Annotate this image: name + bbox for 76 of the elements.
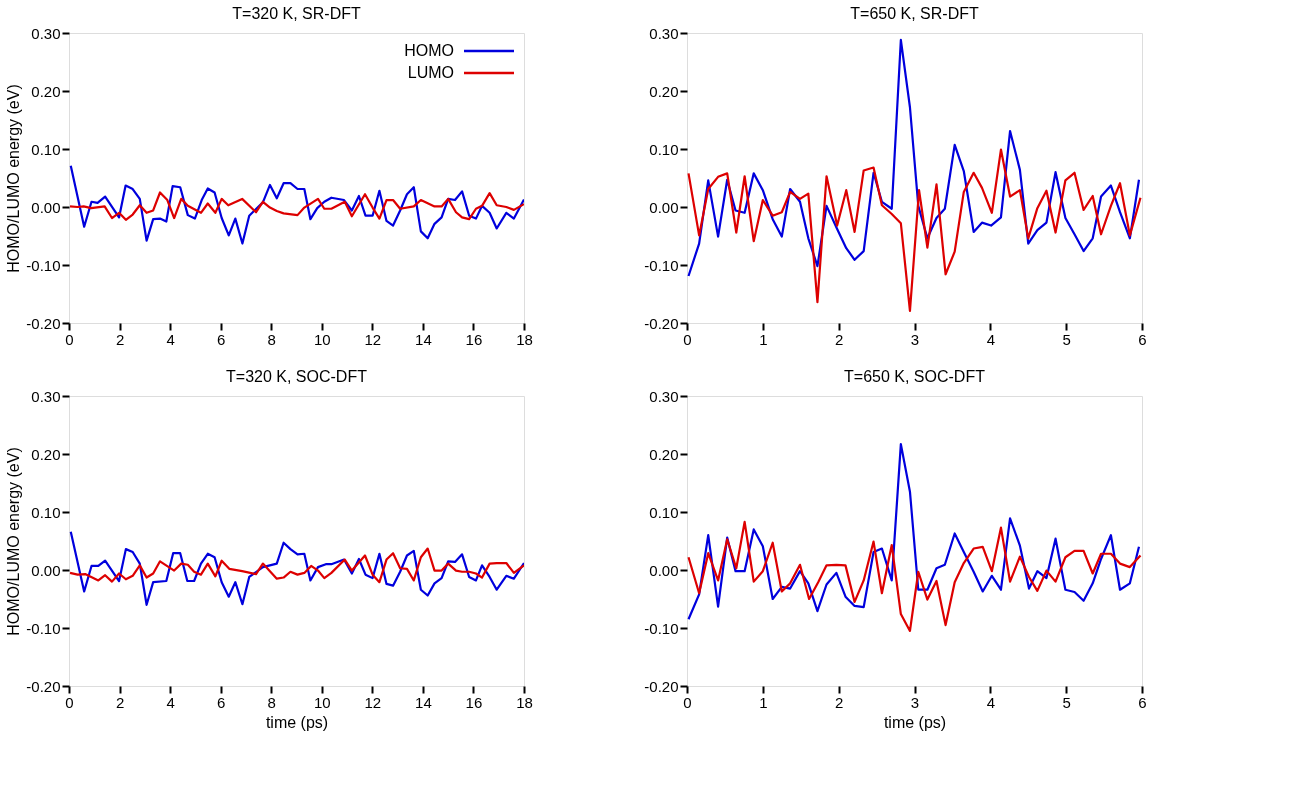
x-tick-label: 5: [1062, 330, 1071, 348]
y-tick-label: 0.10: [649, 140, 679, 158]
x-tick-label: 2: [834, 693, 844, 711]
x-tick-label: 6: [216, 330, 226, 348]
line-series: [687, 148, 1142, 312]
y-tick-label: 0.10: [31, 140, 61, 158]
line-series: [69, 191, 524, 221]
x-tick-label: 1: [759, 330, 768, 348]
x-tick-label: 0: [65, 330, 74, 348]
y-tick-label: 0.00: [31, 198, 61, 216]
y-tick-label: 0.00: [649, 561, 679, 579]
x-tick-label: 2: [115, 330, 125, 348]
legend-label: HOMO: [404, 42, 454, 59]
x-tick-label: 18: [516, 330, 533, 348]
y-tick-label: -0.20: [26, 677, 61, 695]
x-tick-label: 3: [910, 330, 920, 348]
line-series: [69, 530, 524, 606]
chart-title: T=320 K, SR-DFT: [232, 5, 361, 22]
y-axis-title: HOMO/LUMO energy (eV): [5, 84, 23, 273]
x-axis-title: time (ps): [265, 713, 329, 731]
x-tick-label: 6: [216, 693, 226, 711]
x-tick-label: 1: [759, 693, 768, 711]
x-tick-label: 8: [267, 693, 276, 711]
chart-title: T=650 K, SR-DFT: [850, 5, 979, 22]
x-tick-label: 4: [986, 693, 996, 711]
y-tick-label: 0.20: [31, 82, 61, 100]
x-tick-label: 14: [415, 330, 432, 348]
x-tick-label: 10: [313, 330, 331, 348]
y-tick-label: -0.10: [26, 256, 61, 274]
y-tick-label: 0.30: [649, 24, 679, 42]
y-tick-label: 0.30: [31, 387, 61, 405]
y-tick-label: 0.20: [31, 445, 61, 463]
y-tick-label: -0.20: [26, 314, 61, 332]
y-axis-title: HOMO/LUMO energy (eV): [5, 447, 23, 636]
y-tick-label: -0.10: [26, 619, 61, 637]
x-tick-label: 12: [364, 330, 382, 348]
x-axis-title: time (ps): [883, 713, 947, 731]
y-tick-label: -0.10: [644, 256, 679, 274]
line-series: [69, 547, 524, 584]
y-tick-label: 0.20: [649, 445, 679, 463]
x-tick-label: 5: [1062, 693, 1071, 711]
y-tick-label: -0.20: [644, 677, 679, 695]
y-tick-label: 0.00: [649, 198, 679, 216]
y-tick-label: 0.30: [31, 24, 61, 42]
line-series: [687, 38, 1141, 278]
y-tick-label: -0.10: [644, 619, 679, 637]
x-tick-label: 4: [166, 693, 175, 711]
x-tick-label: 3: [910, 693, 920, 711]
y-tick-label: 0.10: [649, 503, 679, 521]
x-tick-label: 0: [65, 693, 74, 711]
x-tick-label: 4: [166, 330, 175, 348]
line-series: [69, 164, 524, 245]
x-tick-label: 2: [115, 693, 125, 711]
line-series: [687, 443, 1141, 621]
x-tick-label: 8: [267, 330, 276, 348]
x-tick-label: 0: [683, 693, 692, 711]
x-tick-label: 10: [313, 693, 331, 711]
chart-title: T=320 K, SOC-DFT: [226, 368, 368, 385]
x-tick-label: 12: [364, 693, 382, 711]
x-tick-label: 4: [986, 330, 996, 348]
x-tick-label: 0: [683, 330, 692, 348]
y-tick-label: 0.00: [31, 561, 61, 579]
x-tick-label: 14: [415, 693, 432, 711]
y-tick-label: 0.10: [31, 503, 61, 521]
chart-title: T=650 K, SOC-DFT: [844, 368, 986, 385]
y-tick-label: 0.20: [649, 82, 679, 100]
x-tick-label: 6: [1138, 693, 1147, 711]
x-tick-label: 16: [465, 693, 483, 711]
y-tick-label: 0.30: [649, 387, 679, 405]
x-tick-label: 6: [1138, 330, 1147, 348]
y-tick-label: -0.20: [644, 314, 679, 332]
line-series: [687, 520, 1142, 632]
x-tick-label: 18: [516, 693, 533, 711]
x-tick-label: 16: [465, 330, 483, 348]
legend-label: LUMO: [407, 64, 454, 81]
x-tick-label: 2: [834, 330, 844, 348]
